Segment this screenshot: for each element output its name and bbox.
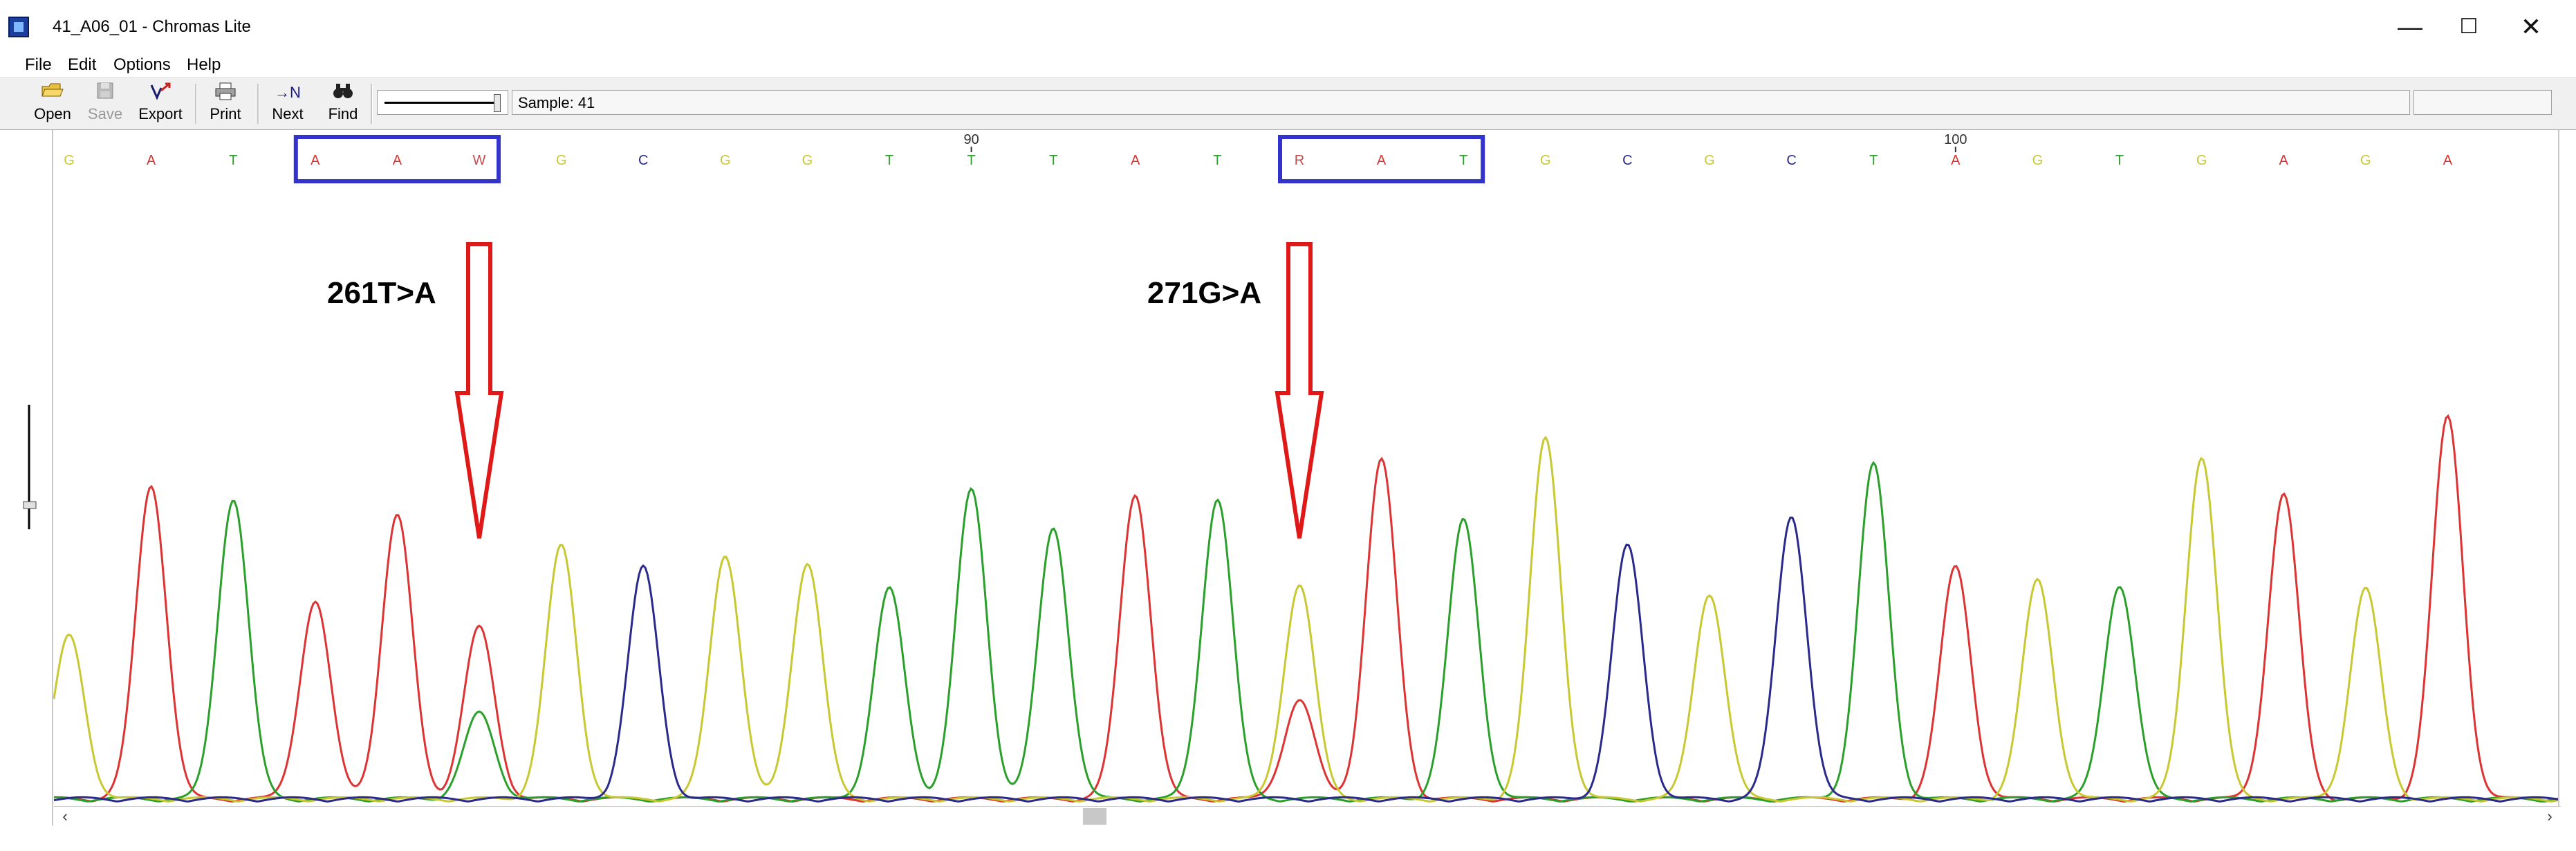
- base-call-18[interactable]: G: [1540, 153, 1551, 168]
- mutation-arrow-icon: [454, 242, 504, 539]
- base-call-11[interactable]: T: [967, 153, 975, 168]
- position-marker: 90: [963, 132, 979, 147]
- toolbar-separator: [195, 84, 197, 124]
- scroll-thumb[interactable]: [1083, 808, 1106, 825]
- base-call-25[interactable]: T: [2115, 153, 2124, 168]
- next-label: Next: [272, 105, 304, 122]
- print-label: Print: [210, 105, 241, 122]
- base-call-5[interactable]: W: [473, 153, 486, 168]
- base-call-12[interactable]: T: [1049, 153, 1057, 168]
- close-button[interactable]: ✕: [2520, 12, 2542, 41]
- base-call-7[interactable]: C: [638, 153, 648, 168]
- binoculars-icon: [315, 81, 371, 104]
- base-call-14[interactable]: T: [1213, 153, 1221, 168]
- printer-icon: [198, 81, 253, 104]
- highlight-box-0: [293, 135, 501, 183]
- menu-file[interactable]: File: [25, 55, 52, 74]
- open-label: Open: [34, 105, 71, 122]
- scroll-left-icon[interactable]: ‹: [62, 807, 68, 825]
- folder-open-icon: [25, 81, 80, 104]
- base-call-22[interactable]: T: [1869, 153, 1878, 168]
- print-button[interactable]: Print: [198, 81, 253, 127]
- base-call-20[interactable]: G: [1704, 153, 1715, 168]
- maximize-button[interactable]: ☐: [2459, 15, 2478, 38]
- slider-thumb[interactable]: [494, 94, 501, 112]
- toolbar-separator: [371, 84, 373, 124]
- base-call-6[interactable]: G: [556, 153, 567, 168]
- chromatogram-trace[interactable]: 90100110 GATAAWGCGGTTTATRATGCGCTAGTGAGA …: [0, 130, 2576, 825]
- position-marker: 100: [1944, 132, 1967, 147]
- export-label: Export: [138, 105, 183, 122]
- base-call-27[interactable]: A: [2279, 153, 2289, 168]
- trace-T: [54, 461, 2559, 803]
- sample-label: Sample: 41: [518, 94, 595, 111]
- base-call-23[interactable]: A: [1951, 153, 1961, 168]
- base-call-28[interactable]: G: [2360, 153, 2371, 168]
- horizontal-scrollbar[interactable]: ‹ ›: [54, 806, 2561, 826]
- save-button[interactable]: Save: [77, 81, 133, 127]
- next-arrow-icon: →N: [275, 84, 301, 101]
- base-call-15[interactable]: R: [1295, 153, 1304, 168]
- highlight-box-1: [1278, 135, 1485, 183]
- scroll-right-icon[interactable]: ›: [2547, 807, 2552, 825]
- slider-track: [384, 102, 495, 104]
- base-call-2[interactable]: T: [229, 153, 237, 168]
- app-icon[interactable]: [8, 17, 29, 37]
- base-call-24[interactable]: G: [2032, 153, 2044, 168]
- open-button[interactable]: Open: [25, 81, 80, 127]
- save-label: Save: [87, 105, 123, 122]
- menu-options[interactable]: Options: [113, 55, 171, 74]
- base-call-29[interactable]: A: [2443, 153, 2453, 168]
- vertical-zoom-control[interactable]: [14, 398, 48, 536]
- export-icon: [133, 81, 188, 104]
- find-label: Find: [328, 105, 358, 122]
- title-bar: 41_A06_01 - Chromas Lite — ☐ ✕: [0, 0, 2576, 54]
- base-call-10[interactable]: T: [885, 153, 893, 168]
- menu-edit[interactable]: Edit: [68, 55, 97, 74]
- floppy-disk-icon: [77, 81, 133, 104]
- status-field: [2413, 90, 2552, 115]
- base-call-8[interactable]: G: [720, 153, 731, 168]
- mutation-arrow-icon: [1275, 242, 1324, 539]
- base-call-16[interactable]: A: [1377, 153, 1387, 168]
- base-call-13[interactable]: A: [1131, 153, 1140, 168]
- chromatogram-panel[interactable]: 90100110 GATAAWGCGGTTTATRATGCGCTAGTGAGA …: [0, 130, 2576, 825]
- find-button[interactable]: Find: [315, 81, 371, 127]
- sample-info-field: Sample: 41: [512, 90, 2410, 115]
- menu-bar: File Edit Options Help: [0, 54, 2576, 76]
- toolbar-separator: [257, 84, 259, 124]
- base-call-3[interactable]: A: [311, 153, 320, 168]
- scale-slider[interactable]: [377, 90, 508, 115]
- base-call-26[interactable]: G: [2196, 153, 2207, 168]
- window-title: 41_A06_01 - Chromas Lite: [53, 17, 251, 36]
- menu-help[interactable]: Help: [187, 55, 221, 74]
- trace-C: [53, 516, 2559, 803]
- export-button[interactable]: Export: [133, 81, 188, 127]
- mutation-label-0: 261T>A: [327, 276, 436, 310]
- base-call-19[interactable]: C: [1622, 153, 1632, 168]
- base-call-4[interactable]: A: [393, 153, 402, 168]
- base-call-9[interactable]: G: [802, 153, 813, 168]
- base-call-21[interactable]: C: [1786, 153, 1796, 168]
- base-call-1[interactable]: A: [147, 153, 156, 168]
- base-call-0[interactable]: G: [64, 153, 75, 168]
- next-button[interactable]: →N Next: [260, 81, 315, 127]
- base-call-17[interactable]: T: [1459, 153, 1467, 168]
- minimize-button[interactable]: —: [2398, 12, 2422, 41]
- mutation-label-1: 271G>A: [1147, 276, 1261, 310]
- window-bottom-edge: [0, 827, 2576, 851]
